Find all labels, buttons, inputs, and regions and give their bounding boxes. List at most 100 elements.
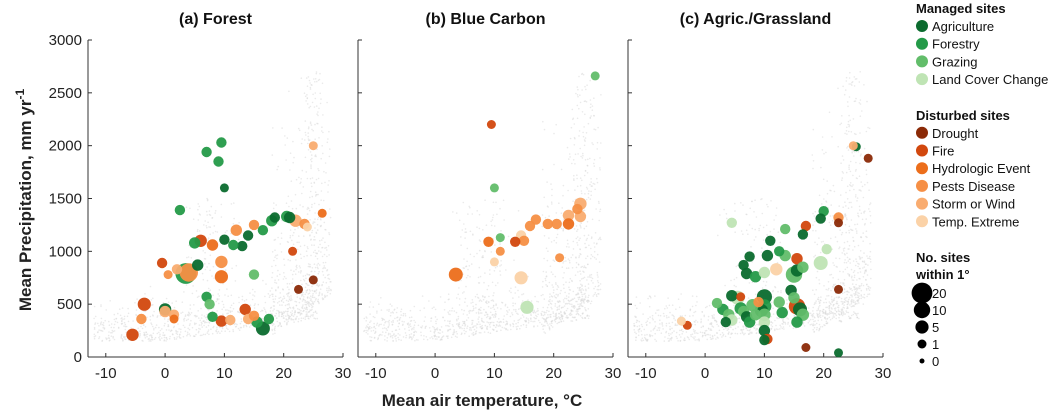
climate-dot: [817, 298, 820, 301]
climate-dot: [291, 273, 294, 276]
climate-dot: [309, 297, 311, 299]
climate-dot: [856, 200, 858, 202]
climate-dot: [866, 295, 868, 298]
climate-dot: [814, 220, 816, 223]
climate-dot: [555, 282, 557, 284]
climate-dot: [113, 318, 116, 321]
climate-dot: [852, 305, 854, 308]
climate-dot: [462, 201, 465, 204]
climate-dot: [436, 327, 439, 329]
climate-dot: [542, 314, 545, 317]
climate-dot: [504, 303, 507, 306]
climate-dot: [835, 317, 837, 320]
climate-dot: [772, 313, 775, 315]
climate-dot: [744, 332, 746, 335]
climate-dot: [579, 147, 581, 150]
climate-dot: [464, 228, 467, 230]
climate-dot: [661, 323, 663, 325]
climate-dot: [546, 317, 548, 320]
climate-dot: [159, 329, 162, 332]
climate-dot: [100, 304, 102, 306]
climate-dot: [547, 300, 550, 302]
climate-dot: [716, 323, 718, 326]
climate-dot: [847, 302, 850, 304]
climate-dot: [299, 297, 302, 300]
climate-dot: [585, 186, 588, 189]
climate-dot: [314, 195, 317, 197]
climate-dot: [316, 266, 319, 269]
climate-dot: [596, 177, 598, 180]
climate-dot: [786, 299, 788, 301]
climate-dot: [650, 297, 652, 299]
climate-dot: [153, 338, 156, 341]
climate-dot: [293, 156, 295, 159]
climate-dot: [543, 196, 545, 199]
climate-dot: [781, 322, 783, 325]
climate-dot: [391, 305, 393, 307]
legend-managed-item-marker: [916, 37, 928, 50]
climate-dot: [554, 275, 557, 278]
climate-dot: [784, 321, 786, 324]
climate-dot: [813, 316, 815, 318]
climate-dot: [314, 81, 316, 83]
climate-dot: [590, 237, 593, 240]
climate-dot: [852, 313, 855, 316]
climate-dot: [509, 323, 512, 326]
climate-dot: [365, 327, 367, 329]
climate-dot: [232, 302, 235, 305]
climate-dot: [481, 317, 483, 320]
climate-dot: [328, 180, 330, 182]
climate-dot: [464, 301, 466, 304]
climate-dot: [380, 309, 383, 311]
climate-dot: [151, 325, 154, 328]
climate-dot: [738, 321, 741, 324]
climate-dot: [301, 306, 303, 309]
climate-dot: [311, 229, 314, 232]
data-point: [834, 284, 843, 294]
climate-dot: [207, 330, 209, 333]
data-point: [834, 218, 843, 228]
climate-dot: [169, 335, 171, 338]
climate-dot: [114, 320, 117, 323]
climate-dot: [855, 258, 857, 260]
climate-dot: [847, 298, 850, 301]
climate-dot: [197, 219, 200, 221]
climate-dot: [843, 298, 846, 301]
climate-dot: [196, 296, 199, 299]
climate-dot: [310, 164, 312, 166]
climate-dot: [227, 312, 229, 315]
climate-dot: [849, 170, 852, 173]
climate-dot: [774, 329, 776, 332]
climate-dot: [822, 308, 824, 311]
climate-dot: [182, 324, 185, 327]
climate-dot: [173, 338, 176, 341]
climate-dot: [751, 260, 754, 263]
climate-dot: [208, 322, 211, 324]
climate-dot: [586, 188, 589, 190]
climate-dot: [814, 210, 817, 213]
climate-dot: [578, 287, 581, 289]
legend-disturbed-item-marker: [916, 215, 928, 228]
climate-dot: [870, 277, 872, 280]
climate-dot: [405, 334, 408, 337]
climate-dot: [520, 324, 522, 327]
climate-dot: [424, 327, 427, 330]
climate-dot: [295, 268, 297, 271]
climate-dot: [569, 137, 572, 140]
climate-dot: [832, 287, 835, 289]
climate-dot: [588, 315, 590, 317]
climate-dot: [206, 332, 209, 334]
climate-dot: [574, 274, 577, 277]
climate-dot: [324, 267, 327, 269]
climate-dot: [317, 114, 319, 117]
climate-dot: [195, 290, 198, 292]
climate-dot: [688, 338, 690, 341]
climate-dot: [423, 335, 425, 337]
climate-dot: [852, 249, 854, 251]
climate-dot: [543, 257, 545, 260]
climate-dot: [730, 279, 732, 282]
climate-dot: [558, 317, 561, 320]
climate-dot: [482, 295, 484, 298]
climate-dot: [493, 225, 496, 227]
climate-dot: [307, 247, 309, 250]
